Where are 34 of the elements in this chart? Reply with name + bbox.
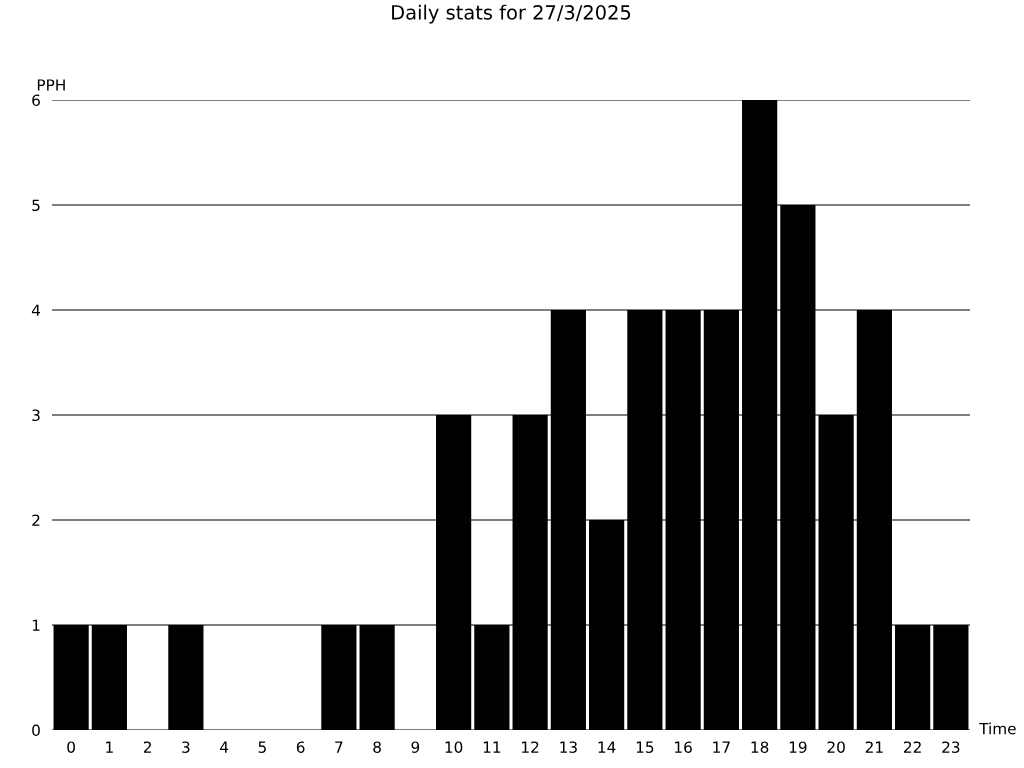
x-tick-label: 9: [411, 741, 420, 753]
y-tick-label: 0: [32, 724, 40, 737]
x-tick-label: 21: [865, 741, 883, 753]
y-tick-label: 2: [32, 514, 40, 526]
x-tick-label: 13: [560, 741, 577, 753]
x-axis-title: Time: [979, 722, 1016, 735]
x-tick-label: 16: [675, 741, 692, 753]
x-tick-label: 18: [751, 741, 769, 753]
y-tick-label: 6: [32, 94, 40, 107]
chart-title: Daily stats for 27/3/2025: [392, 4, 631, 24]
x-tick-label: 3: [182, 741, 190, 753]
x-tick-label: 0: [67, 741, 75, 753]
x-tick-label: 23: [942, 741, 960, 753]
y-tick-label: 3: [32, 409, 40, 422]
x-tick-label: 4: [220, 741, 229, 753]
x-tick-label: 11: [483, 741, 501, 753]
x-tick-label: 2: [143, 741, 151, 753]
x-tick-label: 12: [522, 741, 539, 753]
x-tick-label: 14: [598, 741, 616, 753]
x-tick-label: 6: [296, 741, 305, 753]
y-axis-title: PPH: [37, 79, 65, 91]
x-tick-label: 22: [904, 741, 921, 753]
y-tick-label: 1: [32, 619, 40, 631]
y-tick-label: 5: [32, 199, 40, 212]
y-tick-label: 4: [31, 304, 41, 316]
x-tick-label: 1: [106, 741, 113, 753]
x-tick-label: 10: [445, 741, 463, 753]
x-tick-label: 17: [713, 741, 730, 753]
x-tick-label: 19: [789, 741, 807, 753]
x-tick-label: 5: [258, 741, 266, 753]
x-tick-label: 20: [827, 741, 845, 753]
x-tick-label: 8: [373, 741, 381, 753]
x-tick-label: 15: [636, 741, 654, 753]
x-tick-label: 7: [335, 741, 343, 753]
